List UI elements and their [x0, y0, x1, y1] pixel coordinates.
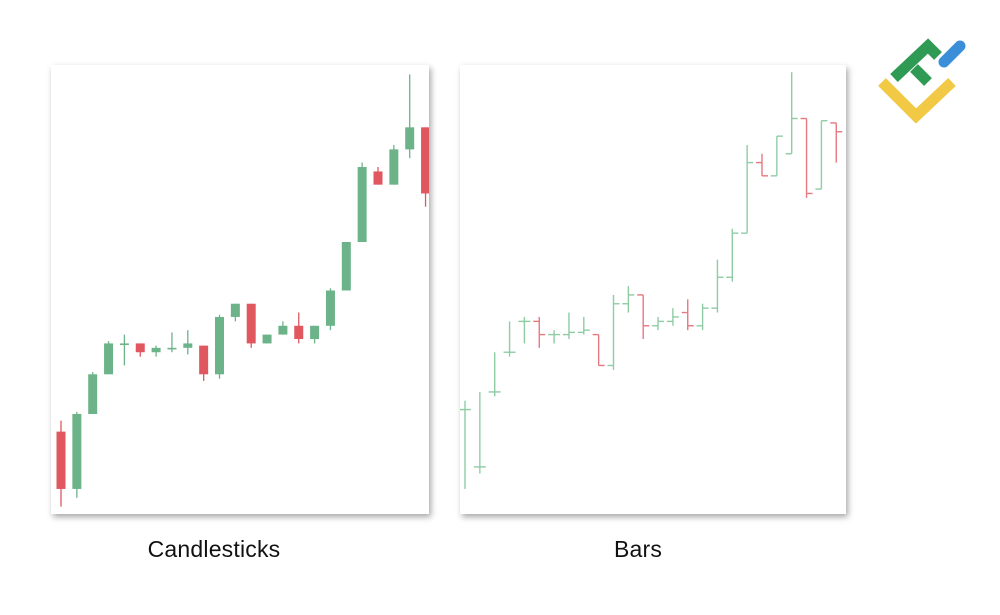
candle-body	[56, 431, 66, 489]
candle-body	[246, 303, 256, 344]
candle-body	[421, 127, 429, 194]
candlestick-chart	[56, 74, 429, 507]
candle-body	[310, 325, 320, 340]
candle-body	[135, 343, 145, 353]
candlestick-chart-panel	[51, 65, 429, 514]
candle-body	[88, 374, 98, 414]
candle-body	[151, 347, 161, 353]
candle-body	[119, 343, 129, 346]
candle-body	[341, 241, 351, 291]
candle-body	[278, 325, 288, 335]
bars-caption: Bars	[613, 536, 663, 562]
candle-body	[183, 343, 193, 348]
candle-body	[373, 171, 383, 185]
candle-body	[199, 345, 209, 375]
brand-logo-icon	[878, 38, 966, 124]
candle-body	[325, 290, 335, 326]
candle-body	[294, 325, 304, 340]
candle-body	[389, 149, 399, 185]
candle-body	[167, 347, 177, 350]
candle-body	[72, 413, 82, 489]
candle-body	[230, 303, 240, 317]
candle-body	[262, 334, 272, 344]
ohlc-bar-chart	[460, 72, 843, 489]
candle-body	[104, 343, 114, 375]
candle-body	[215, 316, 224, 375]
candle-body	[405, 127, 415, 150]
bar-chart-panel	[460, 65, 846, 514]
candle-body	[357, 167, 367, 242]
candlesticks-caption: Candlesticks	[147, 536, 281, 562]
